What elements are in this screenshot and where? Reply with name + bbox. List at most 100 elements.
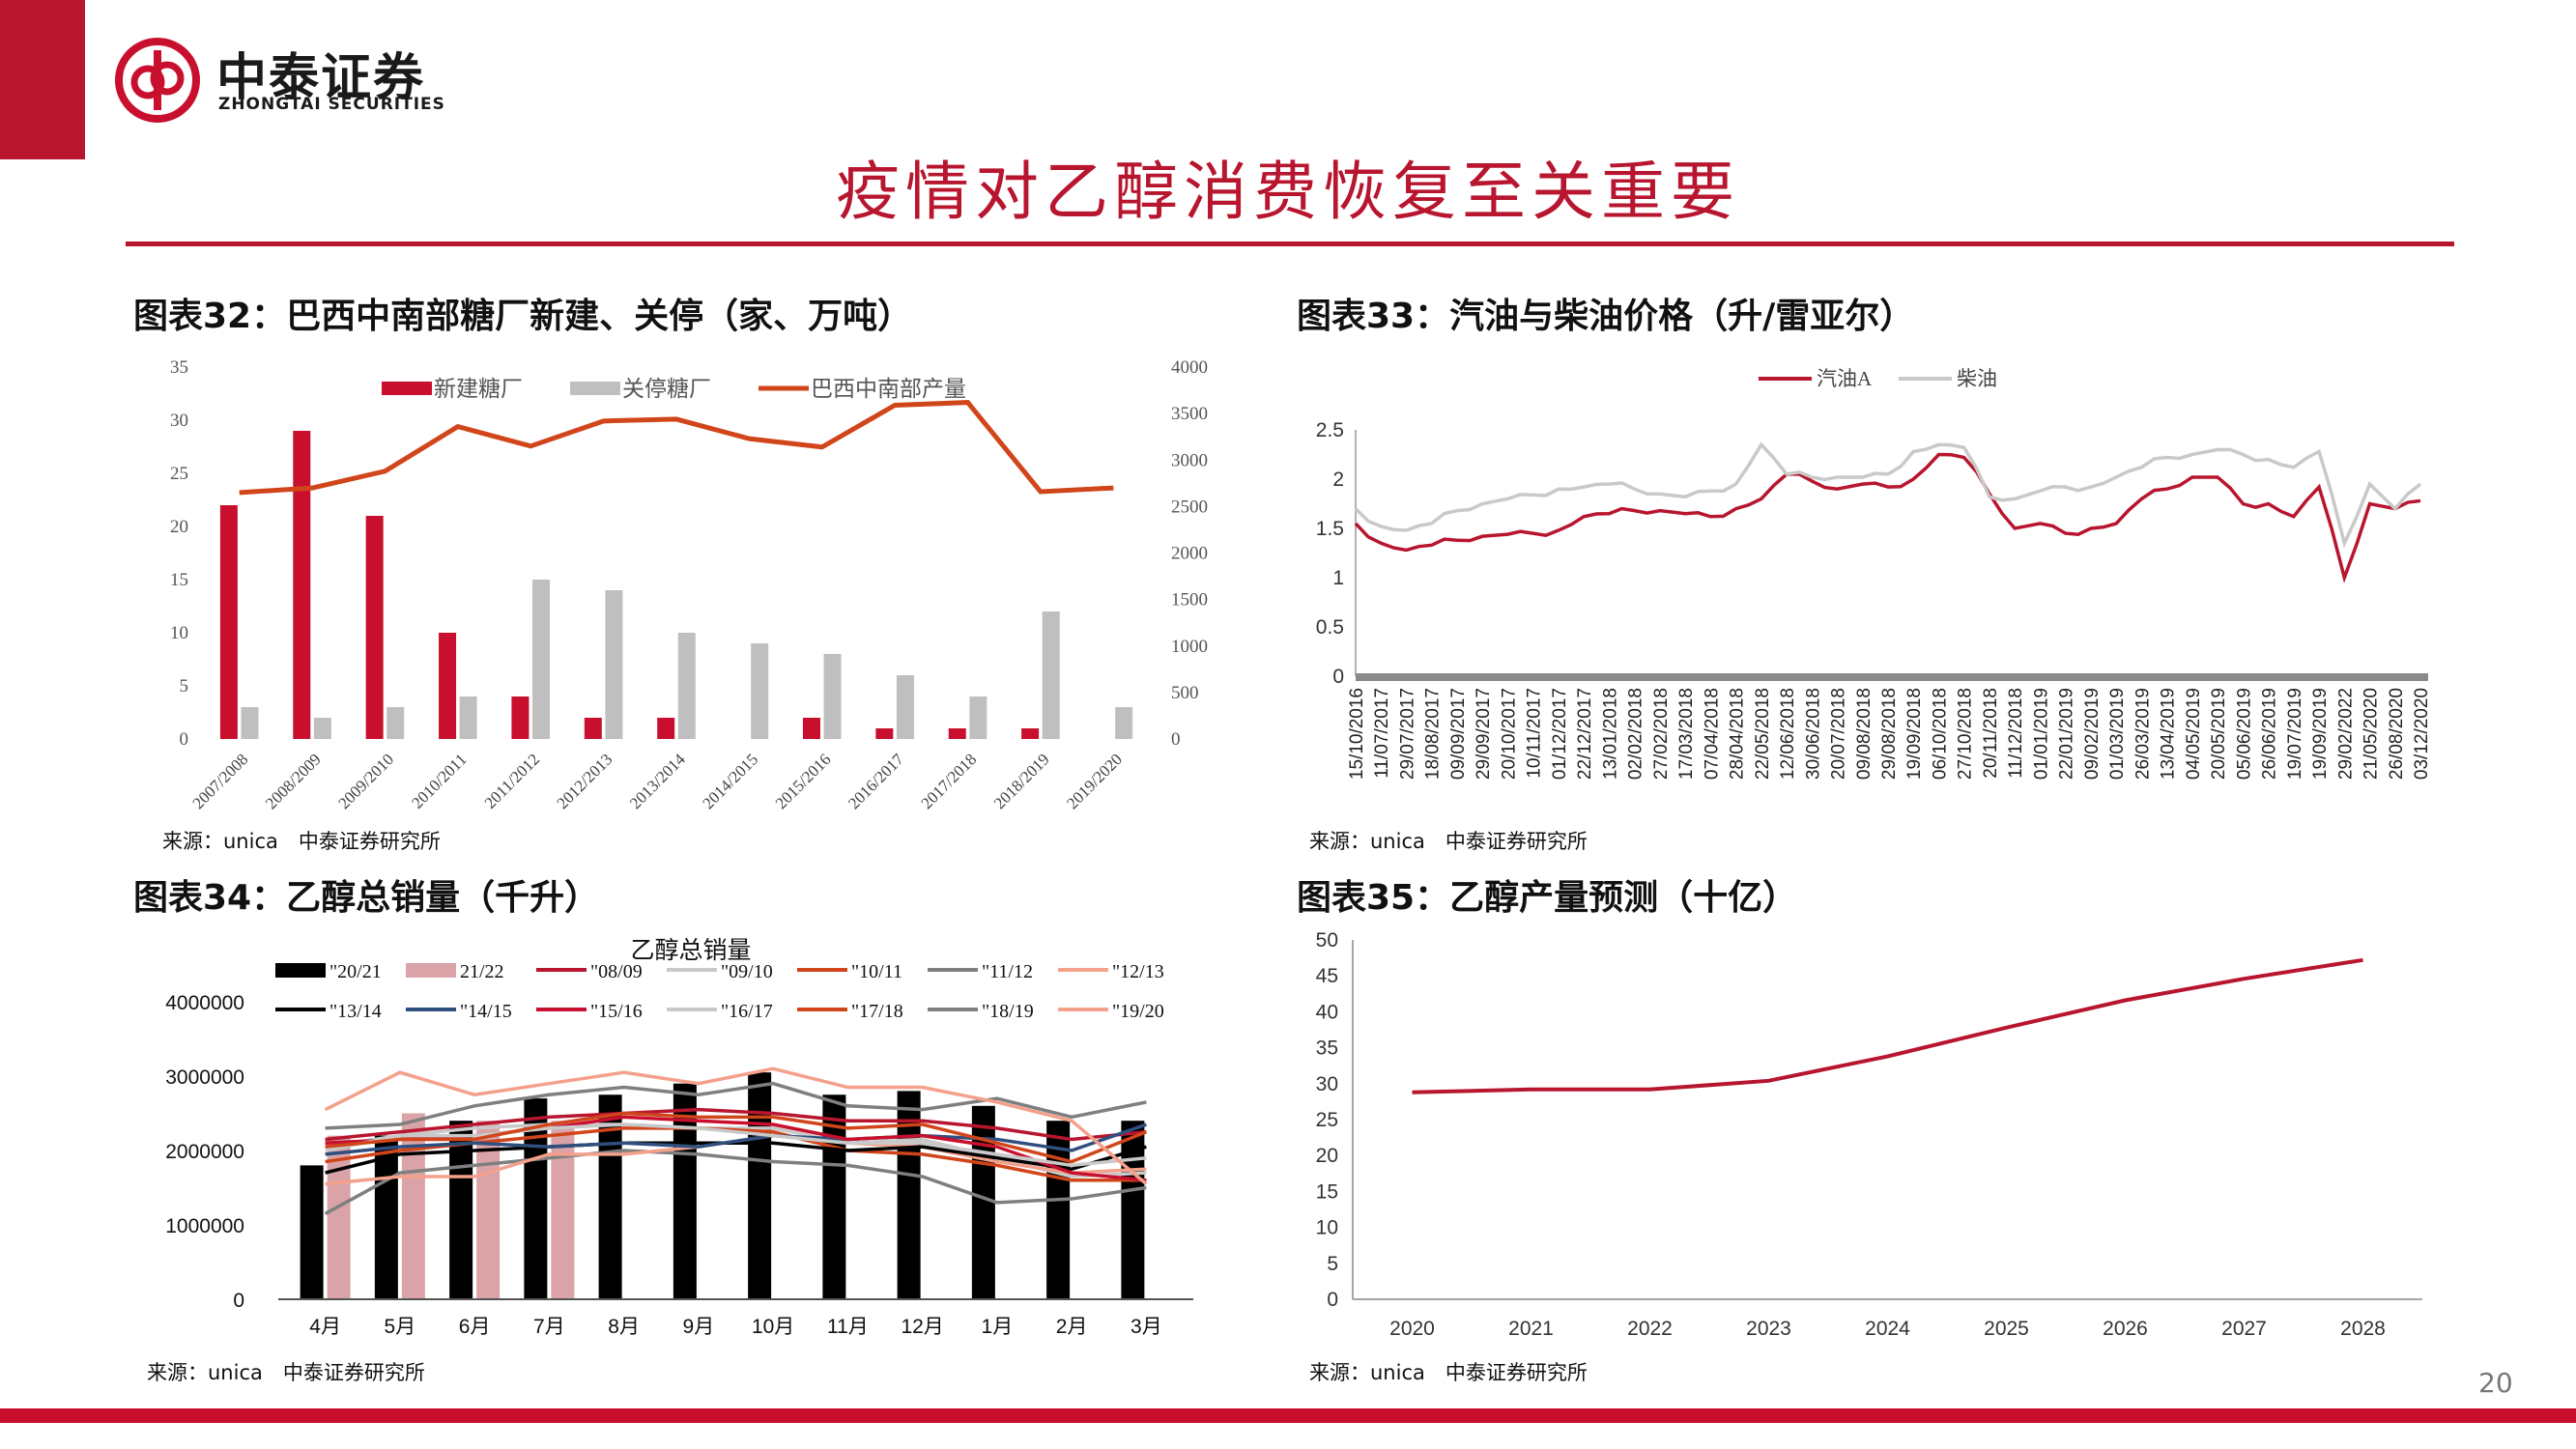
chart33-x-tick: 02/02/2018	[1626, 688, 1646, 780]
chart32-bar	[532, 580, 551, 739]
chart32-bar	[241, 707, 259, 739]
chart35-y-tick: 50	[1316, 929, 1338, 952]
chart33-x-tick: 20/07/2018	[1829, 688, 1849, 780]
chart35-x-tick: 2026	[2103, 1318, 2148, 1340]
chart32-bar	[969, 696, 987, 739]
chart33-x-tick: 04/05/2019	[2184, 688, 2204, 780]
chart32-left-tick: 20	[170, 517, 188, 537]
chart33-source: 来源：unica 中泰证券研究所	[1309, 830, 1588, 853]
chart32-x-tick: 2007/2008	[189, 750, 252, 812]
chart32-legend-label: 关停糖厂	[622, 377, 711, 401]
chart34-legend-label: "15/16	[590, 1001, 643, 1022]
chart33-x-tick: 28/04/2018	[1728, 688, 1748, 780]
chart32-right-tick: 3000	[1171, 450, 1208, 470]
chart32-bar	[584, 718, 602, 739]
chart33-y-tick: 0	[1332, 666, 1344, 688]
chart34-source: 来源：unica 中泰证券研究所	[147, 1361, 425, 1384]
chart34-series-line	[325, 1081, 1147, 1130]
chart32-x-tick: 2018/2019	[990, 750, 1053, 812]
chart34-legend-label: "14/15	[460, 1001, 512, 1022]
chart32-left-tick: 35	[170, 357, 188, 378]
chart34-x-tick: 4月	[309, 1316, 341, 1338]
chart34-legend-label: "16/17	[721, 1001, 773, 1022]
chart32-bar	[657, 718, 675, 739]
chart33-x-tick: 15/10/2016	[1347, 688, 1367, 780]
chart32-right-tick: 0	[1171, 729, 1181, 750]
chart35-x-tick: 2028	[2340, 1318, 2386, 1340]
chart34-legend-label: "10/11	[851, 961, 902, 982]
chart32-line-production	[239, 400, 1114, 496]
chart33-x-tick: 09/09/2017	[1448, 688, 1469, 780]
chart32-bar	[1042, 611, 1060, 739]
chart34-bar	[971, 1105, 995, 1299]
title-divider	[126, 242, 2454, 246]
chart32-bar	[439, 633, 457, 739]
chart34-bar	[327, 1135, 351, 1299]
chart33-x-tick: 20/05/2019	[2209, 688, 2229, 780]
chart34-x-tick: 5月	[385, 1316, 416, 1338]
chart34-x-tick: 1月	[982, 1316, 1014, 1338]
chart34-legend-label: "12/13	[1112, 961, 1164, 982]
chart33-x-tick: 10/11/2017	[1525, 688, 1545, 779]
chart33-x-tick: 01/03/2019	[2107, 688, 2128, 780]
chart35-x-tick: 2022	[1627, 1318, 1673, 1340]
chart34-legend-swatch	[275, 963, 326, 978]
chart34-inner-title: 乙醇总销量	[630, 937, 751, 964]
chart34-bar	[401, 1113, 425, 1299]
chart33-y-tick: 1.5	[1316, 518, 1344, 540]
chart32-left-tick: 25	[170, 464, 188, 484]
chart33-x-tick: 29/02/2022	[2335, 688, 2356, 780]
chart33-x-tick: 18/08/2017	[1423, 688, 1444, 780]
chart32-legend-label: 新建糖厂	[434, 377, 523, 401]
chart34-y-tick: 3000000	[165, 1066, 244, 1089]
chart32-title: 图表32：巴西中南部糖厂新建、关停（家、万吨）	[133, 297, 913, 336]
chart34-legend-label: "09/10	[721, 961, 773, 982]
brand-color-bar	[0, 0, 85, 159]
chart33-x-tick: 29/08/2018	[1879, 688, 1900, 780]
chart34-bar	[748, 1072, 772, 1299]
chart33-x-tick: 09/02/2019	[2082, 688, 2103, 780]
chart35-y-tick: 20	[1316, 1145, 1338, 1167]
chart32-bar	[459, 696, 477, 739]
chart35-x-tick: 2023	[1746, 1318, 1791, 1340]
chart32-right-tick: 1500	[1171, 590, 1208, 611]
page-title: 疫情对乙醇消费恢复至关重要	[836, 155, 1740, 229]
chart32-x-tick: 2011/2012	[481, 750, 543, 811]
chart33-series-line	[1354, 452, 2421, 583]
brand-name-cn: 中泰证券	[216, 49, 426, 107]
chart34-legend-label: "11/12	[982, 961, 1033, 982]
chart33-legend-label: 汽油A	[1817, 367, 1873, 390]
chart35-y-tick: 30	[1316, 1073, 1338, 1095]
chart33-x-tick: 12/06/2018	[1778, 688, 1798, 780]
chart33-y-tick: 1	[1332, 567, 1344, 589]
chart35-title: 图表35：乙醇产量预测（十亿）	[1297, 878, 1798, 918]
chart32-x-tick: 2013/2014	[626, 750, 689, 812]
chart34-y-tick: 0	[233, 1290, 244, 1312]
chart34-legend-swatch	[406, 963, 456, 978]
chart32-legend-label: 巴西中南部产量	[811, 377, 966, 401]
chart32-x-tick: 2015/2016	[772, 750, 835, 812]
chart35-y-tick: 25	[1316, 1109, 1338, 1131]
chart32-right-tick: 1000	[1171, 637, 1208, 657]
chart33-x-tick: 01/12/2017	[1550, 688, 1570, 780]
chart32-bar	[386, 707, 405, 739]
chart34-x-tick: 6月	[459, 1316, 491, 1338]
chart33-x-tick: 29/07/2017	[1397, 688, 1417, 780]
chart33-x-tick: 27/02/2018	[1651, 688, 1672, 780]
chart34-legend-label: "19/20	[1112, 1001, 1164, 1022]
chart32-bar	[293, 431, 311, 739]
chart32-bar	[677, 633, 696, 739]
chart34-x-tick: 10月	[752, 1316, 794, 1338]
footer-bar	[0, 1408, 2576, 1423]
chart35-x-tick: 2021	[1508, 1318, 1554, 1340]
chart32-x-tick: 2008/2009	[262, 750, 325, 812]
zhongtai-logo-icon	[115, 38, 200, 123]
chart32-x-tick: 2016/2017	[844, 750, 907, 812]
chart32-left-tick: 15	[170, 570, 188, 590]
chart33-x-tick: 21/05/2020	[2361, 688, 2382, 780]
chart32-bar	[896, 675, 914, 739]
chart34-x-tick: 8月	[608, 1316, 640, 1338]
chart34-legend-label: 21/22	[460, 961, 504, 982]
chart32-x-tick: 2014/2015	[699, 750, 761, 812]
chart32-bar	[365, 516, 384, 739]
